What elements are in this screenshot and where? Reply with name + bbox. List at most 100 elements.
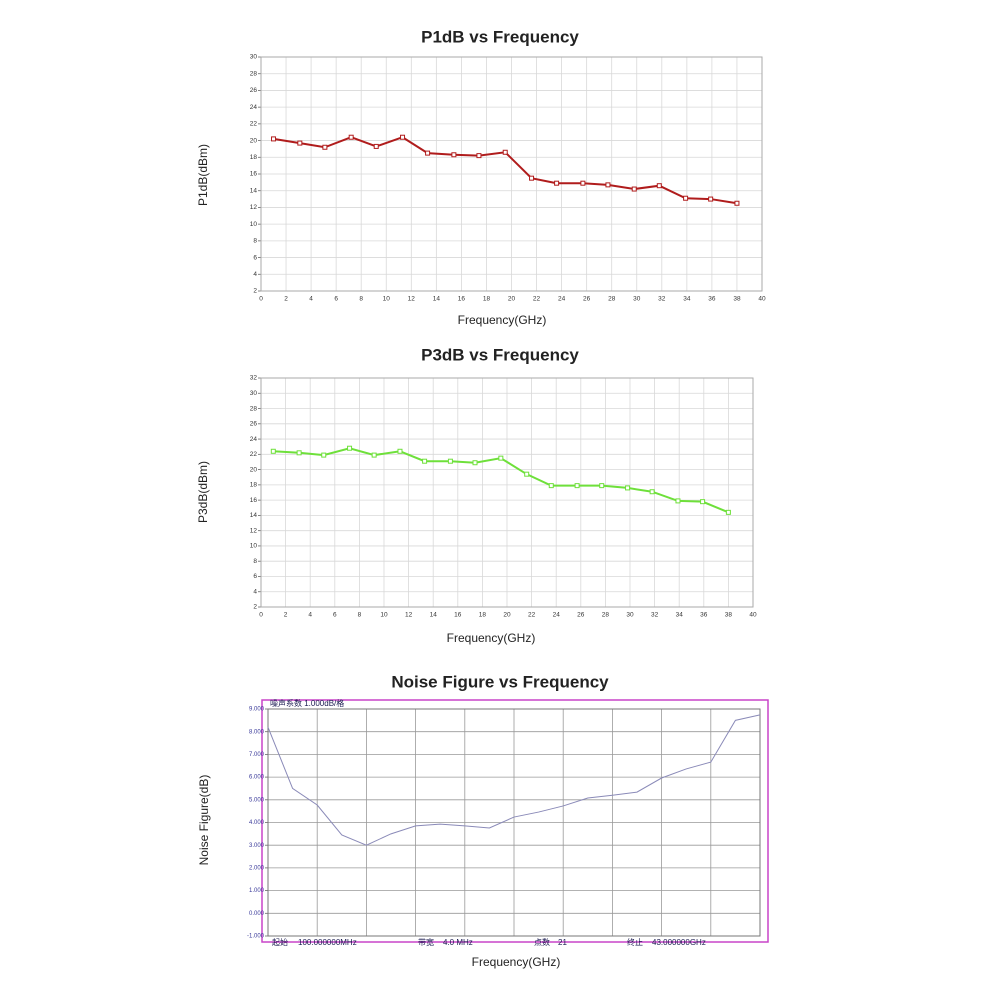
y-axis-label: P3dB(dBm) [196, 461, 210, 523]
x-tick-label: 0 [259, 612, 263, 619]
header: 噪声系数 1.000dB/格 [270, 698, 344, 708]
plot-border [260, 377, 754, 608]
data-point [476, 153, 482, 159]
data-point [708, 196, 714, 202]
x-tick-label: 28 [602, 612, 610, 619]
data-point [548, 483, 554, 489]
y-tick-label: 16 [250, 171, 258, 178]
y-tick-label: 3.000 [249, 843, 265, 849]
footer-value: 43.000000GHz [652, 938, 706, 947]
data-point [296, 450, 302, 456]
y-tick-label: 8 [253, 238, 257, 245]
footer-value: 100.000000MHz [298, 938, 357, 947]
x-tick-label: 18 [479, 612, 487, 619]
data-point [270, 448, 276, 454]
y-tick-label: 9.000 [249, 707, 265, 713]
x-tick-label: 36 [700, 612, 708, 619]
y-tick-label: 6 [253, 254, 257, 261]
y-tick-label: 12 [250, 527, 258, 534]
data-point [625, 485, 631, 491]
x-tick-label: 38 [725, 612, 733, 619]
x-tick-label: 28 [608, 296, 616, 303]
x-tick-label: 30 [633, 296, 641, 303]
x-tick-label: 4 [309, 296, 313, 303]
footer-value: 21 [558, 938, 567, 947]
y-tick-label: 4 [253, 588, 257, 595]
footer-label: 终止 [627, 937, 643, 947]
x-tick-label: 22 [528, 612, 536, 619]
data-line [273, 136, 738, 205]
data-point [447, 458, 453, 464]
x-axis-label: Frequency(GHz) [458, 313, 547, 327]
x-tick-label: 24 [553, 612, 561, 619]
y-tick-label: 12 [250, 204, 258, 211]
y-tick-label: 18 [250, 154, 258, 161]
data-point [321, 452, 327, 458]
chart-title: Noise Figure vs Frequency [391, 672, 609, 691]
data-point [631, 186, 637, 192]
footer-label: 起始 [272, 937, 288, 947]
x-tick-label: 34 [676, 612, 684, 619]
data-point [734, 200, 740, 206]
frame [261, 699, 769, 943]
data-point [422, 458, 428, 464]
y-tick-label: 5.000 [249, 797, 265, 803]
y-tick-label: 2 [253, 604, 257, 611]
x-tick-label: 22 [533, 296, 541, 303]
y-tick-label: 30 [250, 390, 258, 397]
x-tick-label: 16 [454, 612, 462, 619]
y-tick-label: 10 [250, 221, 258, 228]
y-tick-label: 6.000 [249, 775, 265, 781]
data-point [400, 134, 406, 140]
x-tick-label: 14 [433, 296, 441, 303]
data-point [599, 483, 605, 489]
y-tick-label: 26 [250, 87, 258, 94]
y-tick-label: 2 [253, 288, 257, 295]
x-tick-label: 30 [626, 612, 634, 619]
y-tick-label: 1.000 [249, 888, 265, 894]
x-tick-label: 40 [749, 612, 757, 619]
x-tick-label: 26 [583, 296, 591, 303]
y-tick-label: 24 [250, 436, 258, 443]
y-tick-label: 10 [250, 543, 258, 550]
data-point [322, 144, 328, 150]
y-tick-label: 4 [253, 271, 257, 278]
data-point [348, 134, 354, 140]
data-point [580, 180, 586, 186]
data-point [725, 509, 731, 515]
data-point [656, 183, 662, 189]
footer-label: 点数 [534, 937, 550, 947]
data-point [371, 452, 377, 458]
x-tick-label: 26 [577, 612, 585, 619]
data-point [397, 448, 403, 454]
x-tick-label: 20 [503, 612, 511, 619]
data-point [425, 150, 431, 156]
x-tick-label: 16 [458, 296, 466, 303]
y-tick-label: 20 [250, 137, 258, 144]
data-point [472, 460, 478, 466]
x-axis-label: Frequency(GHz) [472, 955, 561, 969]
y-tick-label: 22 [250, 451, 258, 458]
plot-border [260, 56, 763, 292]
x-tick-label: 4 [308, 612, 312, 619]
y-tick-label: 18 [250, 482, 258, 489]
data-point [649, 489, 655, 495]
y-tick-label: 8 [253, 558, 257, 565]
x-tick-label: 38 [733, 296, 741, 303]
x-tick-label: 0 [259, 296, 263, 303]
chart-title: P1dB vs Frequency [421, 27, 579, 46]
y-tick-label: 4.000 [249, 820, 265, 826]
x-tick-label: 6 [333, 612, 337, 619]
y-tick-label: 32 [250, 375, 258, 382]
y-tick-label: 0.000 [249, 911, 265, 917]
y-axis-label: Noise Figure(dB) [197, 775, 211, 866]
x-tick-label: 20 [508, 296, 516, 303]
x-tick-label: 34 [683, 296, 691, 303]
data-point [271, 136, 277, 142]
x-tick-label: 10 [383, 296, 391, 303]
plot-border [267, 708, 761, 937]
x-tick-label: 36 [708, 296, 716, 303]
x-tick-label: 32 [658, 296, 666, 303]
y-tick-label: 2.000 [249, 865, 265, 871]
